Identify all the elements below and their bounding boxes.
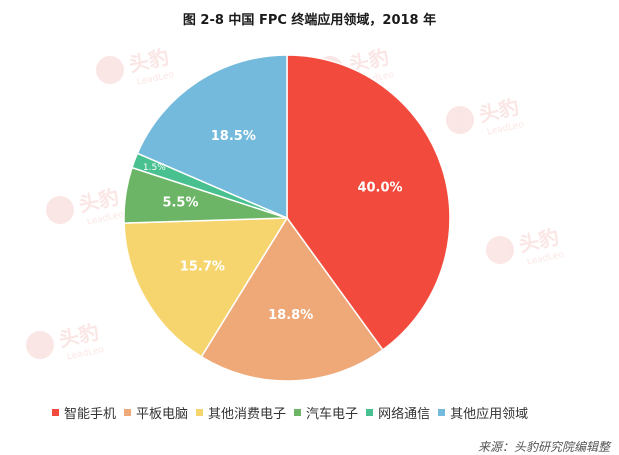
legend-label: 网络通信	[378, 406, 431, 422]
slice-label-5: 18.5%	[211, 129, 256, 144]
legend-label: 其他消费电子	[208, 406, 287, 422]
watermark-logo-icon	[26, 331, 54, 359]
legend-swatch	[294, 408, 302, 416]
legend-swatch	[52, 408, 59, 416]
legend-item: 智能手机	[52, 403, 116, 422]
slice-label-4: 1.5%	[143, 163, 166, 173]
source-note: 来源：头豹研究院编辑整	[478, 440, 611, 454]
legend-label: 其他应用领域	[450, 406, 529, 422]
legend-item: 其他应用领域	[438, 403, 528, 422]
watermark-logo-icon	[446, 106, 474, 134]
legend-swatch	[124, 408, 132, 416]
legend-label: 智能手机	[64, 406, 117, 422]
legend-swatch	[196, 408, 204, 416]
legend-item: 平板电脑	[124, 403, 188, 422]
pie-slice-0	[286, 54, 451, 351]
legend-swatch	[438, 408, 446, 416]
pie-slice-2	[123, 217, 289, 358]
slice-labels: 40.0% 18.8% 15.7% 5.5% 1.5% 18.5%	[143, 129, 403, 323]
slice-label-3: 5.5%	[162, 195, 198, 210]
pie-slices	[123, 54, 451, 382]
watermark-logo-icon	[486, 236, 514, 264]
legend-item: 其他消费电子	[196, 403, 286, 422]
slice-label-1: 18.8%	[268, 308, 313, 323]
slice-label-0: 40.0%	[357, 180, 402, 195]
legend: 智能手机 平板电脑 其他消费电子 汽车电子 网络通信 其他应用领域	[52, 403, 536, 422]
legend-item: 网络通信	[366, 403, 430, 422]
watermark-logo-icon	[96, 56, 124, 84]
legend-item: 汽车电子	[294, 403, 358, 422]
legend-swatch	[366, 408, 374, 416]
legend-label: 平板电脑	[136, 406, 189, 422]
pie-slice-5	[136, 54, 288, 220]
watermark-logo-icon	[46, 196, 74, 224]
slice-label-2: 15.7%	[180, 259, 225, 274]
pie-slice-1	[200, 216, 384, 382]
chart-title: 图 2-8 中国 FPC 终端应用领域，2018 年	[182, 13, 437, 28]
legend-label: 汽车电子	[306, 406, 359, 422]
